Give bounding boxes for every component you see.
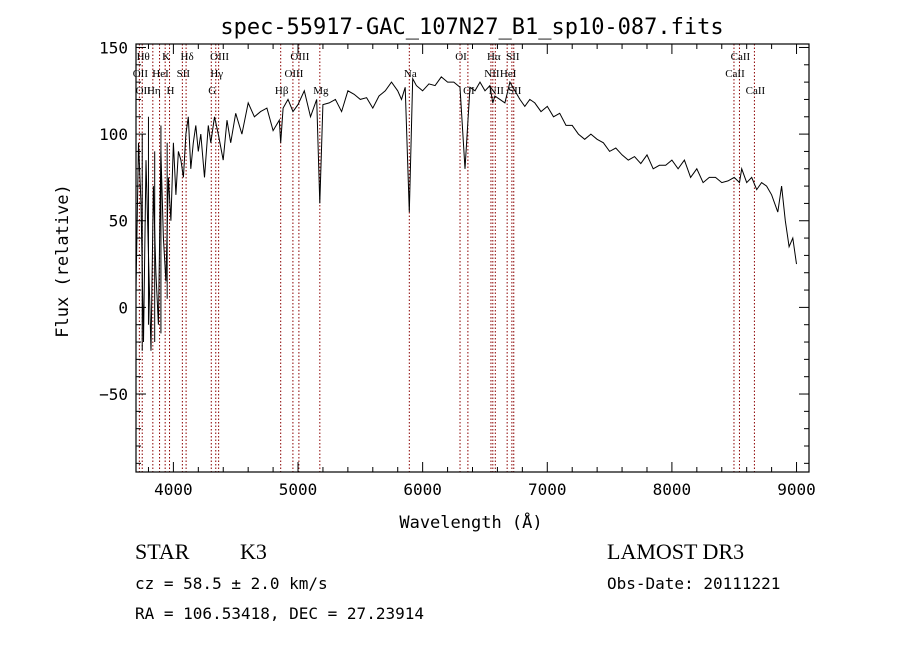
marker-label: Mg xyxy=(313,85,329,97)
marker-label: NII xyxy=(489,85,505,97)
y-tick-label: −50 xyxy=(99,385,128,404)
redshift-text: cz = 58.5 ± 2.0 km/s xyxy=(135,574,328,593)
marker-label: OII xyxy=(136,85,152,97)
x-tick-label: 7000 xyxy=(528,480,567,499)
marker-label: Hγ xyxy=(210,68,223,80)
x-tick-label: 4000 xyxy=(154,480,193,499)
marker-label: HeI xyxy=(500,68,517,80)
marker-label: OII xyxy=(133,68,149,80)
marker-label: NII xyxy=(484,68,500,80)
marker-label: Hα xyxy=(487,51,501,63)
y-axis-ticks: −50 0 50 100 150 xyxy=(99,38,809,464)
x-axis-label: Wavelength (Å) xyxy=(399,511,542,533)
range-markers xyxy=(141,116,168,351)
y-tick-label: 50 xyxy=(109,212,128,231)
spectral-line-markers xyxy=(138,44,755,472)
y-tick-label: 0 xyxy=(118,298,128,317)
marker-label: SII xyxy=(177,68,191,80)
spectral-class: STAR xyxy=(135,539,190,564)
y-axis-label: Flux (relative) xyxy=(53,184,73,338)
spectrum-line xyxy=(135,76,797,351)
coordinates-text: RA = 106.53418, DEC = 27.23914 xyxy=(135,604,424,623)
marker-label: OIII xyxy=(210,51,229,63)
x-tick-label: 6000 xyxy=(403,480,442,499)
y-tick-label: 150 xyxy=(99,38,128,57)
marker-label: OIII xyxy=(284,68,303,80)
spectral-subclass: K3 xyxy=(240,539,267,564)
obs-date-text: Obs-Date: 20111221 xyxy=(607,574,781,593)
marker-label: G xyxy=(208,85,216,97)
marker-label: OI xyxy=(455,51,467,63)
marker-label: Hδ xyxy=(181,51,194,63)
marker-label: Na xyxy=(404,68,417,80)
y-tick-label: 100 xyxy=(99,125,128,144)
x-tick-label: 9000 xyxy=(777,480,816,499)
marker-label: SII xyxy=(506,51,520,63)
marker-label: CaII xyxy=(746,85,766,97)
marker-label: Hη xyxy=(147,85,161,97)
marker-label: H xyxy=(167,85,175,97)
marker-label: OI xyxy=(463,85,475,97)
marker-label: Hβ xyxy=(275,85,289,97)
plot-frame xyxy=(135,43,810,473)
marker-label: Hθ xyxy=(137,51,150,63)
chart-title: spec-55917-GAC_107N27_B1_sp10-087.fits xyxy=(220,15,723,40)
x-tick-label: 8000 xyxy=(653,480,692,499)
marker-label: OIII xyxy=(290,51,309,63)
marker-label: K xyxy=(162,51,170,63)
marker-label: SII xyxy=(508,85,522,97)
survey-name: LAMOST DR3 xyxy=(607,539,745,564)
spectral-line-labels: OIIHθOIIHηHeIKHSIIHδGHγOIIIHβOIIIOIIIMgN… xyxy=(133,51,766,97)
marker-label: CaII xyxy=(725,68,745,80)
x-axis-ticks: 4000 5000 6000 7000 8000 9000 xyxy=(147,44,816,499)
marker-label: HeI xyxy=(152,68,169,80)
marker-label: CaII xyxy=(731,51,751,63)
x-tick-label: 5000 xyxy=(279,480,318,499)
